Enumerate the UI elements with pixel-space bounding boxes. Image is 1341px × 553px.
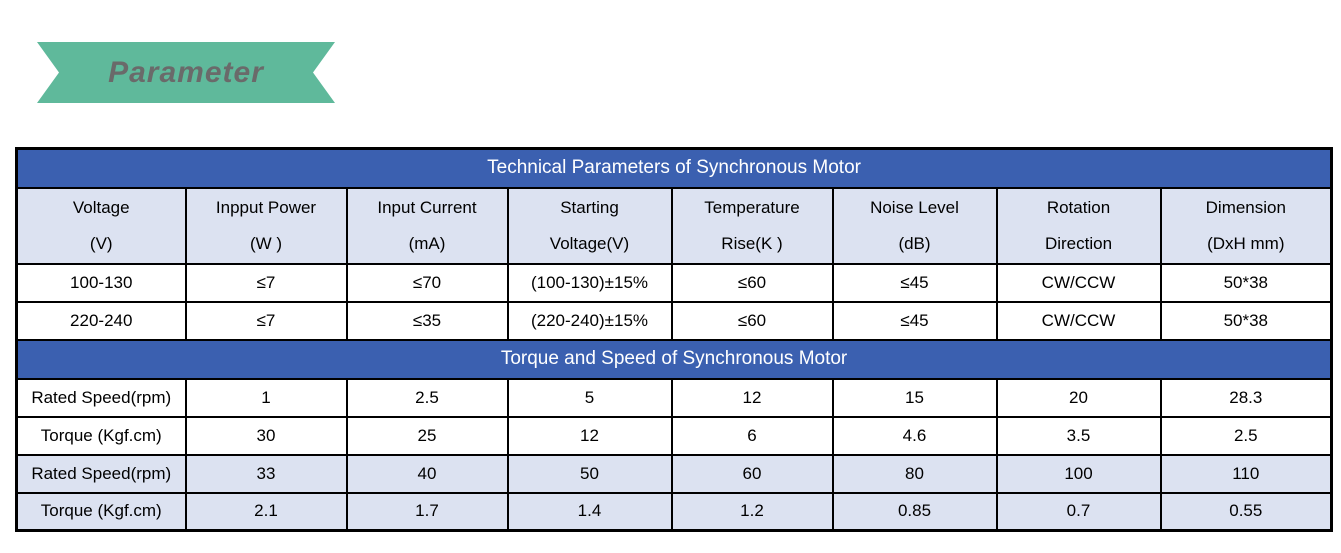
section1-title-row: Technical Parameters of Synchronous Moto… [15, 147, 1333, 189]
cell: 20 [995, 377, 1162, 418]
cell: 25 [345, 415, 509, 456]
section1-title: Technical Parameters of Synchronous Moto… [15, 147, 1333, 189]
section2-title: Torque and Speed of Synchronous Motor [15, 338, 1333, 380]
cell: 0.55 [1159, 491, 1333, 532]
table-row-100-130: 100-130 ≤7 ≤70 (100-130)±15% ≤60 ≤45 CW/… [15, 262, 1333, 303]
cell: ≤60 [670, 300, 834, 341]
cell: 50 [506, 453, 673, 494]
cell: 3.5 [995, 415, 1162, 456]
cell: 2.1 [184, 491, 348, 532]
row-label: Torque (Kgf.cm) [15, 415, 187, 456]
row-label: Torque (Kgf.cm) [15, 491, 187, 532]
table-row-torque-1: Torque (Kgf.cm) 30 25 12 6 4.6 3.5 2.5 [15, 415, 1333, 456]
cell: 6 [670, 415, 834, 456]
cell: 1 [184, 377, 348, 418]
col-header-voltage: Voltage (V) [15, 186, 187, 265]
cell: 80 [831, 453, 998, 494]
cell: ≤7 [184, 262, 348, 303]
cell: 1.2 [670, 491, 834, 532]
col-header-rotation-direction: Rotation Direction [995, 186, 1162, 265]
cell: 0.85 [831, 491, 998, 532]
cell: 12 [506, 415, 673, 456]
table-row-rated-speed-2: Rated Speed(rpm) 33 40 50 60 80 100 110 [15, 453, 1333, 494]
cell: 220-240 [15, 300, 187, 341]
cell: 30 [184, 415, 348, 456]
cell: 60 [670, 453, 834, 494]
col-header-temperature-rise: Temperature Rise(K ) [670, 186, 834, 265]
cell: 2.5 [1159, 415, 1333, 456]
cell: 0.7 [995, 491, 1162, 532]
cell: 28.3 [1159, 377, 1333, 418]
cell: (220-240)±15% [506, 300, 673, 341]
table-row-rated-speed-1: Rated Speed(rpm) 1 2.5 5 12 15 20 28.3 [15, 377, 1333, 418]
cell: 1.7 [345, 491, 509, 532]
table-row-torque-2: Torque (Kgf.cm) 2.1 1.7 1.4 1.2 0.85 0.7… [15, 491, 1333, 532]
cell: 33 [184, 453, 348, 494]
cell: 4.6 [831, 415, 998, 456]
cell: 12 [670, 377, 834, 418]
cell: ≤7 [184, 300, 348, 341]
cell: 1.4 [506, 491, 673, 532]
cell: ≤70 [345, 262, 509, 303]
col-header-input-power: Inpput Power (W ) [184, 186, 348, 265]
row-label: Rated Speed(rpm) [15, 377, 187, 418]
synchronous-motor-parameters-table: Technical Parameters of Synchronous Moto… [15, 147, 1334, 532]
col-header-dimension: Dimension (DxH mm) [1159, 186, 1333, 265]
parameter-banner-label: Parameter [108, 55, 264, 89]
col-header-starting-voltage: Starting Voltage(V) [506, 186, 673, 265]
cell: CW/CCW [995, 262, 1162, 303]
table-row-220-240: 220-240 ≤7 ≤35 (220-240)±15% ≤60 ≤45 CW/… [15, 300, 1333, 341]
cell: ≤45 [831, 300, 998, 341]
cell: 110 [1159, 453, 1333, 494]
cell: 50*38 [1159, 262, 1333, 303]
col-header-noise-level: Noise Level (dB) [831, 186, 998, 265]
cell: ≤45 [831, 262, 998, 303]
cell: 100 [995, 453, 1162, 494]
cell: CW/CCW [995, 300, 1162, 341]
cell: 100-130 [15, 262, 187, 303]
cell: 15 [831, 377, 998, 418]
col-header-input-current: Input Current (mA) [345, 186, 509, 265]
section1-header-row: Voltage (V) Inpput Power (W ) Input Curr… [15, 186, 1333, 265]
cell: 40 [345, 453, 509, 494]
cell: 50*38 [1159, 300, 1333, 341]
cell: (100-130)±15% [506, 262, 673, 303]
cell: 2.5 [345, 377, 509, 418]
cell: ≤60 [670, 262, 834, 303]
row-label: Rated Speed(rpm) [15, 453, 187, 494]
section2-title-row: Torque and Speed of Synchronous Motor [15, 338, 1333, 380]
cell: 5 [506, 377, 673, 418]
parameter-banner: Parameter [37, 42, 335, 103]
cell: ≤35 [345, 300, 509, 341]
